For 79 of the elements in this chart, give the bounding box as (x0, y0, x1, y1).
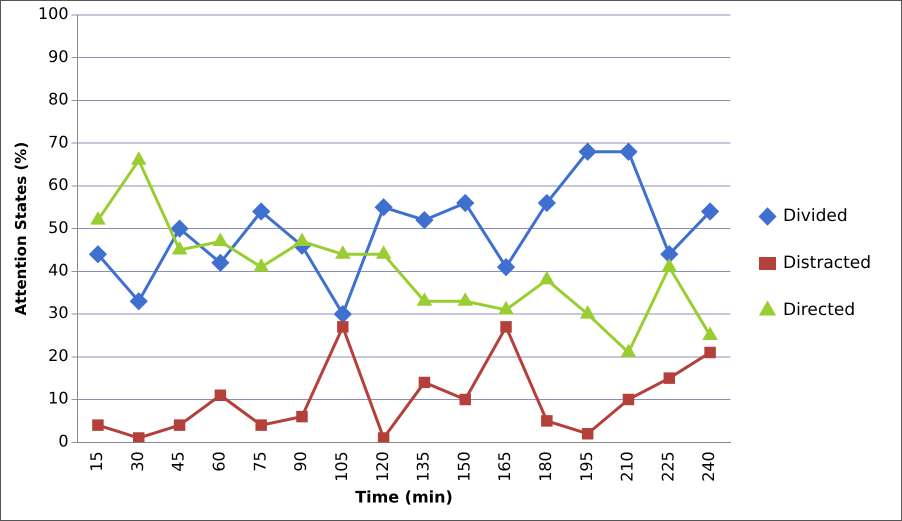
point (212, 254, 229, 272)
legend-label: Divided (782, 206, 848, 226)
point (375, 198, 392, 216)
y-axis-title: Attention States (%) (12, 142, 30, 316)
point (582, 428, 594, 440)
y-tick-label: 30 (48, 303, 69, 322)
y-tick-label: 50 (48, 218, 69, 237)
y-tick-label: 100 (38, 4, 69, 24)
x-tick-label: 150 (454, 451, 474, 482)
x-tick-label: 75 (250, 451, 270, 472)
point (703, 328, 717, 340)
x-axis-title: Time (min) (355, 488, 453, 507)
point (459, 394, 471, 406)
y-tick-label: 10 (48, 388, 69, 408)
point (664, 372, 676, 384)
point (214, 390, 226, 402)
point (89, 246, 106, 263)
y-tick-label: 90 (48, 46, 69, 66)
point (540, 272, 554, 284)
point (133, 432, 144, 442)
point (418, 376, 430, 388)
point (174, 419, 186, 431)
y-tick-label: 40 (48, 260, 69, 280)
x-tick-label: 105 (332, 451, 351, 482)
x-tick-label: 90 (291, 451, 310, 472)
point (538, 194, 556, 212)
point (704, 346, 716, 358)
x-tick-label: 30 (128, 451, 147, 472)
point (92, 419, 104, 431)
x-tick-label: 45 (168, 451, 188, 472)
x-tick-label: 225 (658, 451, 678, 482)
y-tick-label: 20 (48, 346, 69, 365)
x-tick-label: 240 (699, 451, 718, 482)
point (334, 306, 352, 323)
point (254, 260, 268, 272)
point (500, 321, 512, 333)
point (252, 203, 270, 220)
point (456, 194, 474, 212)
legend-label: Distracted (782, 252, 872, 273)
point (172, 242, 186, 254)
point (418, 294, 432, 306)
point (296, 410, 308, 422)
point (171, 220, 188, 238)
x-tick-label: 195 (576, 451, 596, 482)
point (376, 246, 390, 259)
point (622, 345, 636, 358)
y-tick-label: 80 (48, 90, 69, 109)
point (702, 203, 719, 220)
point (91, 212, 105, 225)
point (499, 302, 513, 314)
point (579, 143, 596, 160)
x-tick-label: 15 (87, 451, 106, 472)
point (498, 258, 515, 276)
point (130, 292, 148, 310)
point (580, 306, 594, 319)
y-tick-label: 70 (48, 132, 69, 152)
point (458, 294, 472, 306)
point (337, 321, 349, 333)
x-tick-label: 210 (618, 451, 637, 482)
point (295, 234, 309, 246)
point (132, 152, 146, 165)
point (378, 432, 390, 442)
point (214, 234, 228, 246)
point (541, 415, 553, 427)
x-tick-label: 135 (414, 451, 433, 482)
x-tick-label: 165 (495, 451, 514, 482)
legend-label: Directed (782, 300, 856, 320)
x-tick-label: 180 (536, 451, 556, 482)
point (622, 394, 634, 406)
x-tick-label: 60 (210, 451, 229, 472)
point (662, 260, 676, 272)
point (336, 246, 350, 259)
point (660, 246, 678, 263)
x-tick-label: 120 (372, 451, 392, 482)
point (416, 212, 433, 229)
y-tick-label: 0 (58, 431, 69, 450)
y-tick-label: 60 (48, 175, 69, 194)
point (255, 419, 267, 431)
point (620, 143, 637, 160)
